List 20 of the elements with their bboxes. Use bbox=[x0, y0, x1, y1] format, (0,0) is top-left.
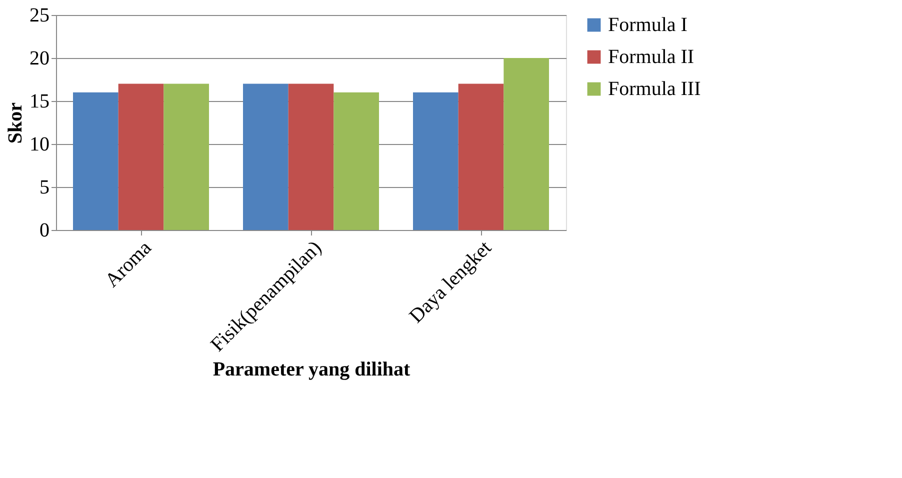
bar bbox=[118, 84, 164, 230]
y-tick-label: 15 bbox=[30, 90, 50, 112]
bar bbox=[288, 84, 334, 230]
bar bbox=[73, 92, 118, 230]
bar bbox=[413, 92, 458, 230]
x-axis-title: Parameter yang dilihat bbox=[212, 358, 411, 380]
y-tick-label: 5 bbox=[40, 176, 50, 198]
bar bbox=[504, 58, 549, 230]
y-tick-label: 10 bbox=[30, 134, 50, 156]
y-axis-title: Skor bbox=[4, 102, 26, 144]
bar bbox=[334, 92, 379, 230]
legend-label: Formula II bbox=[608, 46, 694, 68]
bar bbox=[243, 84, 288, 230]
bar bbox=[458, 84, 504, 230]
y-tick-label: 20 bbox=[30, 48, 50, 70]
y-tick-label: 0 bbox=[40, 220, 50, 242]
bar bbox=[164, 84, 209, 230]
legend-label: Formula I bbox=[608, 14, 688, 36]
y-tick-label: 25 bbox=[30, 4, 50, 26]
legend-label: Formula III bbox=[608, 78, 701, 100]
